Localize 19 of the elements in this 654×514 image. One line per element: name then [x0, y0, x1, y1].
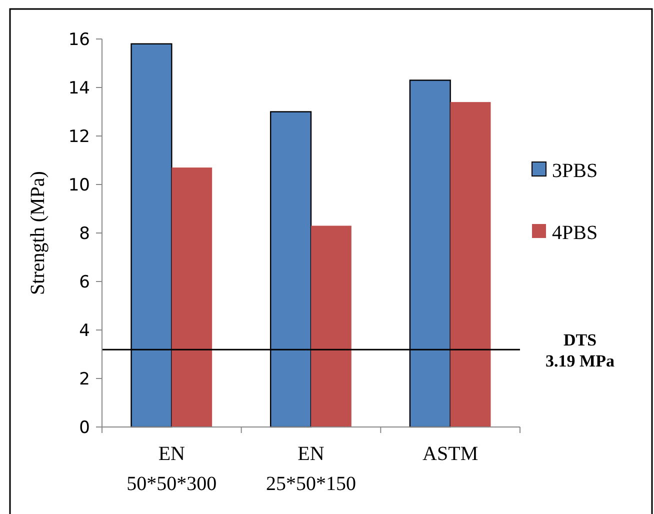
y-tick-label: 2: [79, 369, 90, 390]
bar: [172, 168, 212, 427]
y-tick-label: 8: [79, 224, 90, 244]
y-tick-label: 0: [79, 418, 90, 438]
bar: [311, 226, 352, 427]
y-tick-label: 14: [68, 78, 90, 98]
ref-line-label: DTS 3.19 MPa: [546, 330, 615, 371]
y-tick-label: 16: [68, 30, 90, 50]
y-tick-label: 12: [68, 126, 90, 147]
y-tick-label: 10: [68, 175, 90, 196]
x-tick-label: ASTM: [422, 443, 478, 465]
legend-label: 4PBS: [552, 222, 598, 244]
y-tick-label: 4: [79, 320, 90, 341]
y-axis-title: Strength (MPa): [27, 171, 49, 295]
bar: [450, 102, 491, 427]
y-tick-label: 6: [79, 272, 90, 292]
x-tick-label: EN 25*50*150: [266, 443, 356, 495]
legend-label: 3PBS: [552, 160, 598, 182]
x-tick-label: EN 50*50*300: [126, 443, 217, 495]
